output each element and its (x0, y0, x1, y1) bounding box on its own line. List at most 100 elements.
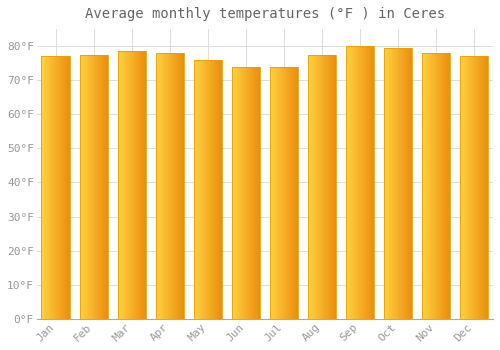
Bar (434, 53, 435, 319)
Bar (424, 53, 426, 319)
Bar (126, 51, 127, 319)
Bar (208, 60, 210, 319)
Bar (129, 51, 130, 319)
Bar (311, 55, 312, 319)
Bar (175, 53, 176, 319)
Bar (104, 55, 106, 319)
Bar (319, 55, 320, 319)
Bar (426, 53, 428, 319)
Bar (68, 56, 69, 319)
Bar (172, 53, 173, 319)
Bar (123, 51, 124, 319)
Bar (370, 46, 372, 319)
Bar (141, 51, 142, 319)
Bar (124, 51, 126, 319)
Bar (66, 56, 68, 319)
Bar (467, 56, 468, 319)
Bar (322, 55, 324, 319)
Bar (168, 53, 170, 319)
Bar (65, 56, 66, 319)
Bar (438, 53, 439, 319)
Bar (434, 53, 436, 319)
Bar (174, 53, 175, 319)
Bar (244, 66, 246, 319)
Bar (137, 51, 138, 319)
Bar (274, 66, 275, 319)
Bar (448, 53, 449, 319)
Bar (366, 46, 368, 319)
Bar (202, 60, 203, 319)
Bar (101, 55, 102, 319)
Bar (207, 60, 208, 319)
Bar (234, 66, 236, 319)
Bar (233, 66, 234, 319)
Bar (133, 51, 134, 319)
Bar (292, 66, 294, 319)
Bar (220, 60, 221, 319)
Bar (105, 55, 106, 319)
Bar (82, 55, 84, 319)
Bar (296, 66, 298, 319)
Bar (422, 53, 450, 319)
Bar (54, 56, 55, 319)
Bar (367, 46, 368, 319)
Bar (310, 55, 312, 319)
Bar (460, 56, 488, 319)
Bar (362, 46, 363, 319)
Bar (92, 55, 93, 319)
Bar (321, 55, 322, 319)
Bar (462, 56, 463, 319)
Bar (118, 51, 146, 319)
Bar (332, 55, 333, 319)
Bar (429, 53, 430, 319)
Bar (472, 56, 474, 319)
Bar (48, 56, 50, 319)
Bar (478, 56, 479, 319)
Bar (235, 66, 236, 319)
Bar (166, 53, 167, 319)
Bar (315, 55, 316, 319)
Bar (308, 55, 310, 319)
Bar (157, 53, 158, 319)
Bar (318, 55, 320, 319)
Bar (124, 51, 125, 319)
Bar (156, 53, 184, 319)
Bar (433, 53, 434, 319)
Bar (388, 48, 390, 319)
Bar (426, 53, 427, 319)
Bar (42, 56, 43, 319)
Bar (479, 56, 480, 319)
Bar (64, 56, 65, 319)
Bar (218, 60, 220, 319)
Bar (346, 46, 348, 319)
Bar (312, 55, 313, 319)
Bar (442, 53, 444, 319)
Bar (406, 48, 408, 319)
Bar (357, 46, 358, 319)
Bar (80, 55, 81, 319)
Bar (162, 53, 163, 319)
Bar (363, 46, 364, 319)
Bar (482, 56, 483, 319)
Bar (198, 60, 200, 319)
Bar (106, 55, 107, 319)
Bar (122, 51, 124, 319)
Bar (217, 60, 218, 319)
Bar (365, 46, 366, 319)
Bar (213, 60, 214, 319)
Bar (98, 55, 99, 319)
Bar (93, 55, 94, 319)
Bar (486, 56, 487, 319)
Bar (461, 56, 462, 319)
Bar (411, 48, 412, 319)
Bar (165, 53, 166, 319)
Bar (282, 66, 284, 319)
Bar (386, 48, 388, 319)
Bar (487, 56, 488, 319)
Bar (258, 66, 259, 319)
Bar (477, 56, 478, 319)
Bar (369, 46, 370, 319)
Bar (370, 46, 371, 319)
Bar (271, 66, 272, 319)
Bar (53, 56, 54, 319)
